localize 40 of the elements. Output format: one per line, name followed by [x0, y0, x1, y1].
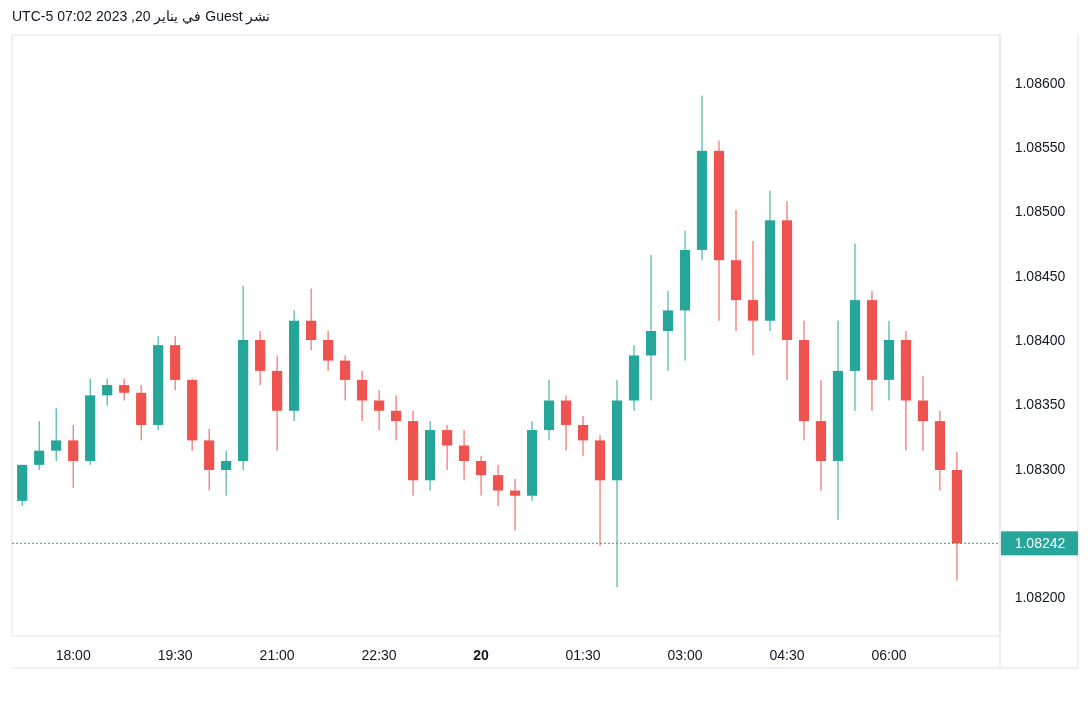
candlestick: [441, 424, 453, 471]
y-tick-label: 1.08550: [1014, 138, 1066, 155]
ref-line-label: 1.08242: [1014, 535, 1066, 552]
candlestick: [475, 455, 487, 497]
y-tick-label: 1.08350: [1014, 396, 1066, 413]
candlestick: [577, 415, 589, 457]
candlestick: [357, 370, 368, 422]
candlestick: [119, 378, 130, 401]
y-tick-label: 1.08500: [1014, 203, 1066, 220]
candlestick: [323, 330, 334, 372]
candlestick: [221, 450, 232, 497]
candlestick: [374, 389, 385, 431]
x-tick-label: 18:00: [55, 647, 91, 663]
candlestick: [747, 240, 759, 356]
x-tick-label: 01:30: [565, 647, 601, 663]
candlestick: [102, 378, 113, 407]
y-tick-label: 1.08450: [1014, 267, 1066, 284]
x-tick-label: 04:30: [769, 647, 805, 663]
y-tick-label: 1.08400: [1014, 332, 1066, 348]
x-tick-label: 06:00: [871, 647, 907, 663]
chart-title: نشر Guest في يناير 20, 2023 07:02 UTC-5: [12, 8, 271, 24]
x-tick-label: 22:30: [361, 647, 397, 663]
candlestick: [492, 464, 504, 507]
y-tick-label: 1.08300: [1014, 460, 1066, 477]
candlestick: [34, 420, 45, 471]
x-tick-label: 20: [473, 647, 490, 663]
x-tick-label: 19:30: [157, 647, 193, 663]
candlestick: [458, 429, 470, 481]
candlestick: [306, 288, 317, 351]
candlestick: [917, 375, 929, 452]
candlestick: [509, 478, 521, 531]
candlestick: [51, 407, 62, 462]
x-tick-label: 21:00: [259, 647, 295, 663]
y-tick-label: 1.08600: [1014, 74, 1066, 91]
candlestick: [391, 394, 402, 441]
x-tick-label: 03:00: [667, 647, 703, 663]
candlestick: [662, 290, 674, 372]
candlestick: [68, 424, 79, 489]
y-tick-label: 1.08200: [1014, 589, 1066, 606]
candlestick: [340, 354, 351, 401]
